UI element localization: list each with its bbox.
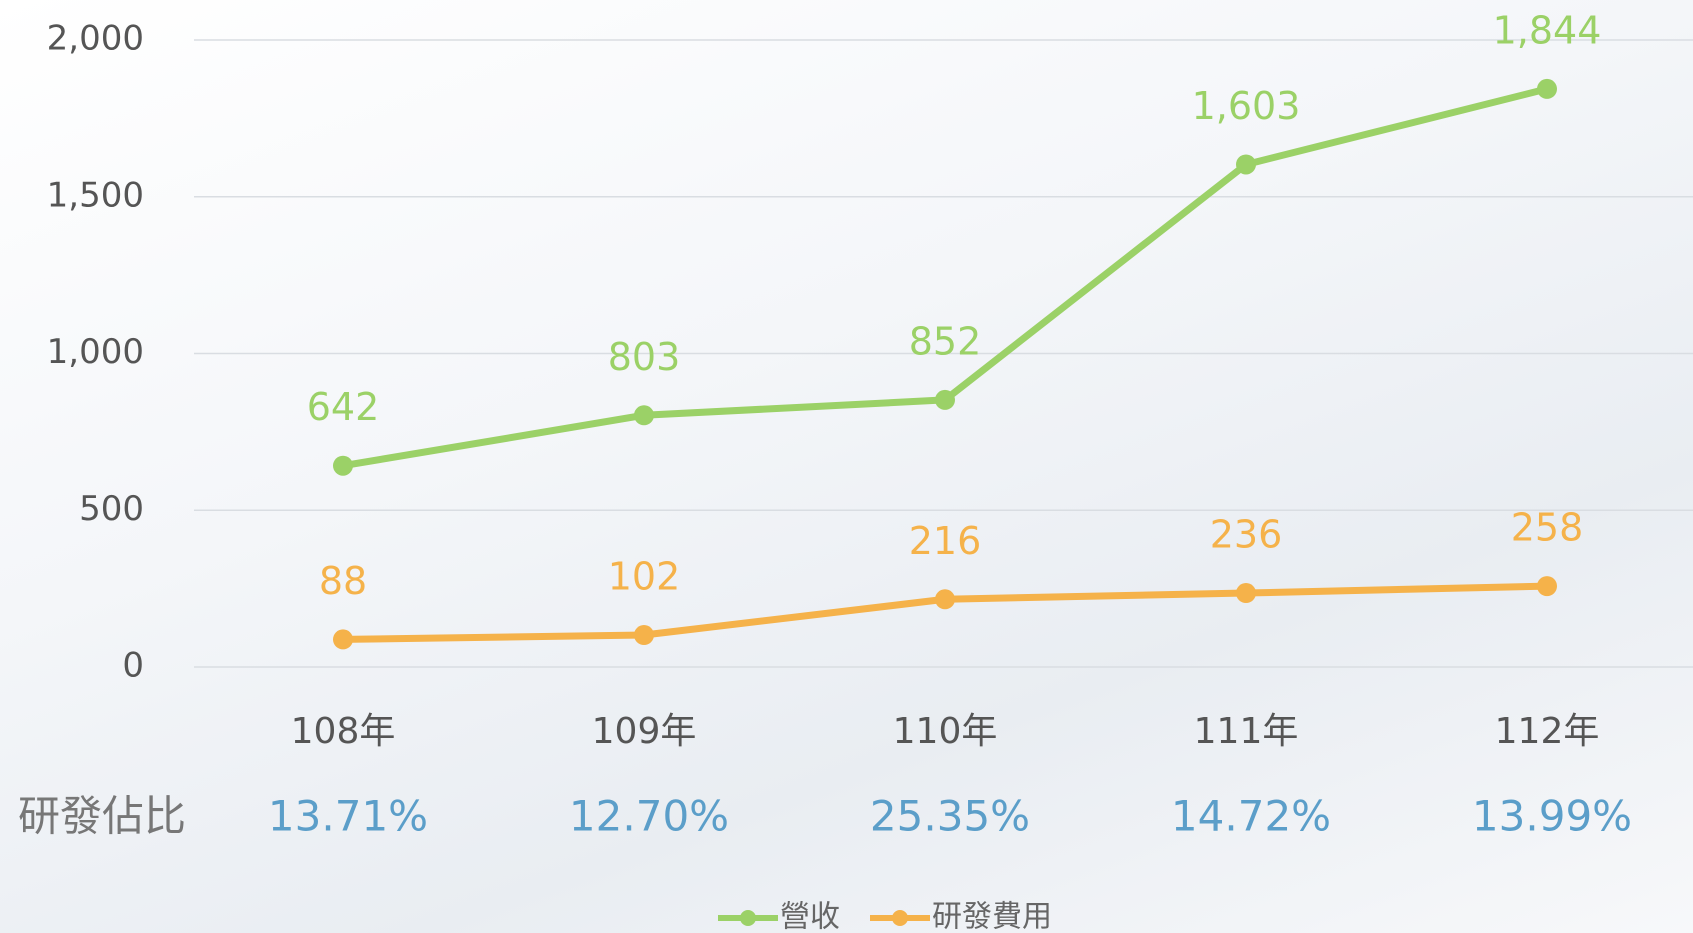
- ratio-value: 25.35%: [870, 792, 1030, 841]
- data-label: 1,603: [1192, 84, 1301, 128]
- x-tick-label: 109年: [592, 711, 697, 752]
- x-tick-label: 110年: [893, 711, 998, 752]
- ratio-value: 12.70%: [569, 792, 729, 841]
- ratio-value: 13.99%: [1472, 792, 1632, 841]
- data-point: [1537, 78, 1557, 99]
- data-label: 88: [319, 559, 367, 603]
- data-point: [1537, 576, 1557, 597]
- x-tick-label: 111年: [1194, 711, 1299, 752]
- legend-label: 營收: [780, 900, 840, 933]
- data-point: [1236, 583, 1256, 604]
- data-label: 258: [1511, 506, 1584, 550]
- data-label: 236: [1210, 513, 1283, 557]
- ratio-value: 13.71%: [268, 792, 428, 841]
- row-label: 研發佔比: [18, 792, 186, 841]
- data-point: [634, 405, 654, 426]
- y-tick-label: 1,500: [47, 175, 144, 215]
- data-point: [634, 625, 654, 646]
- y-tick-label: 0: [122, 646, 144, 686]
- x-tick-label: 112年: [1495, 711, 1600, 752]
- x-tick-label: 108年: [291, 711, 396, 752]
- data-point: [1236, 154, 1256, 175]
- data-label: 803: [608, 335, 681, 379]
- data-label: 1,844: [1493, 8, 1602, 52]
- y-tick-label: 2,000: [47, 19, 144, 59]
- ratio-value: 14.72%: [1171, 792, 1331, 841]
- data-label: 102: [608, 555, 681, 599]
- legend-label: 研發費用: [932, 900, 1052, 933]
- data-label: 852: [909, 319, 982, 363]
- y-tick-label: 500: [79, 489, 144, 529]
- data-point: [935, 389, 955, 410]
- legend-marker: [892, 910, 908, 926]
- y-tick-label: 1,000: [47, 332, 144, 372]
- data-point: [333, 455, 353, 476]
- data-label: 642: [307, 385, 380, 429]
- legend-marker: [740, 910, 756, 926]
- data-label: 216: [909, 519, 982, 563]
- data-point: [333, 629, 353, 650]
- data-point: [935, 589, 955, 610]
